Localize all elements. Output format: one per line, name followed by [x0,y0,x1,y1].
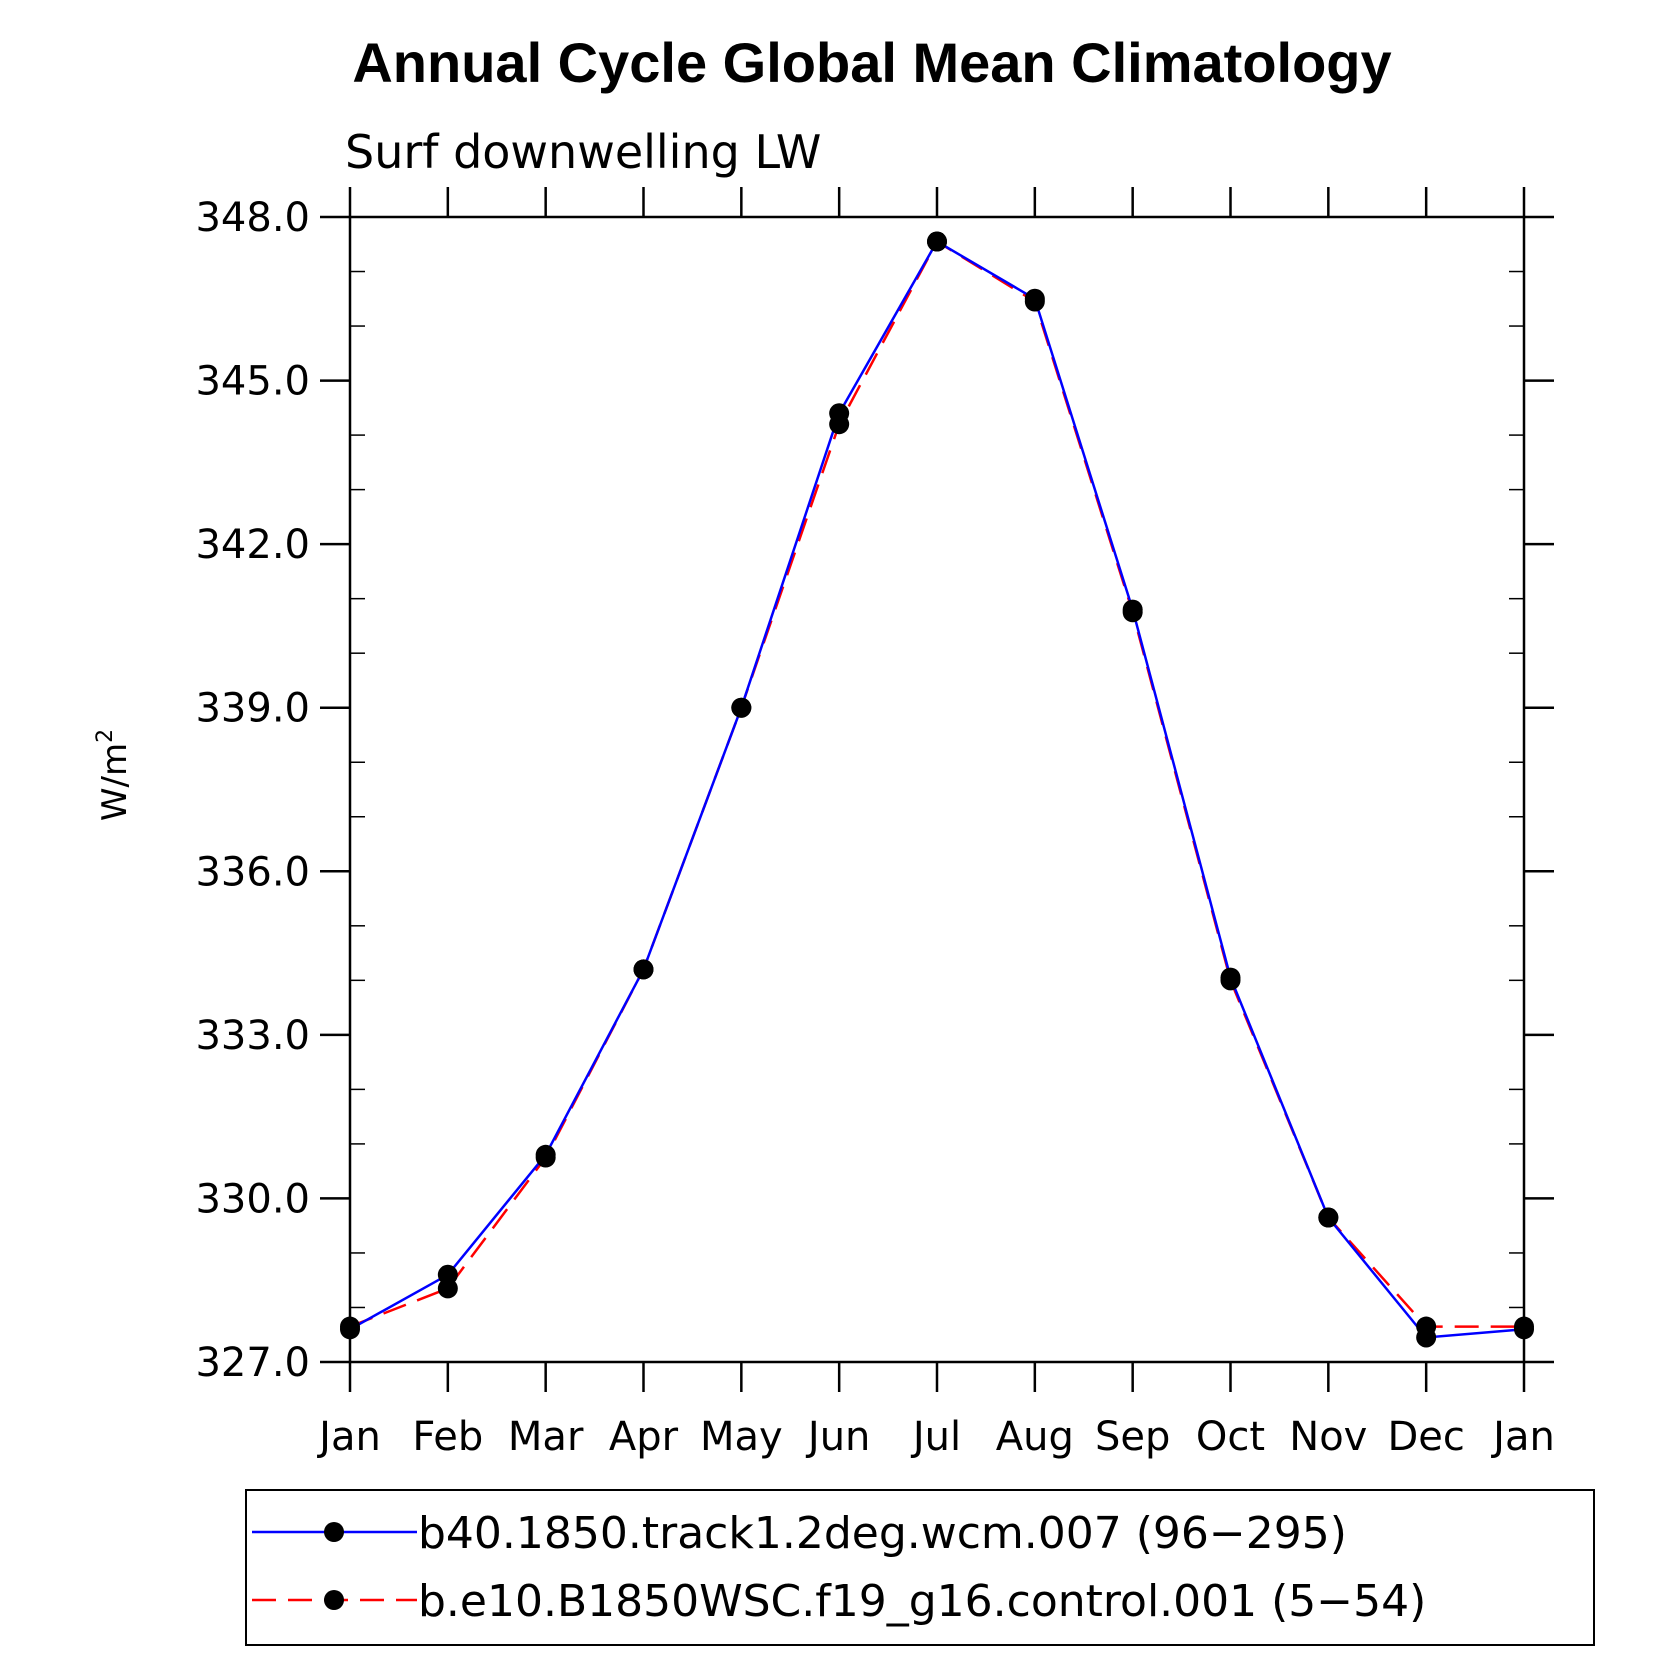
y-axis-label-text: W/m [95,743,135,821]
x-tick-label: Nov [1289,1414,1367,1460]
chart-subtitle: Surf downwelling LW [345,125,821,179]
data-point-series-2 [437,1278,458,1299]
x-tick-label: May [700,1414,783,1460]
chart-title: Annual Cycle Global Mean Climatology [352,31,1391,94]
plot-frame [348,215,1526,1364]
legend-marker-series-2 [324,1590,344,1610]
axes: 327.0 330.0 333.0 336.0 339.0 342.0 345.0 348.0… [195,187,1555,1460]
series-line-2 [349,239,1524,1328]
data-point-series-2 [340,1316,360,1337]
y-axis-label: W/m2 [93,729,135,821]
data-point-series-2 [633,959,654,980]
data-point-series-2 [731,697,752,718]
y-axis-label-superscript: 2 [93,729,118,743]
x-tick-label: Jul [910,1414,961,1460]
data-point-series-2 [1024,291,1045,312]
y-tick-label: 333.0 [195,1013,310,1059]
data-point-series-2 [1318,1207,1339,1228]
y-tick-label: 336.0 [195,849,310,895]
x-tick-label: Aug [996,1414,1074,1460]
data-point-series-2 [1416,1316,1437,1337]
x-tick-label: Sep [1095,1414,1170,1460]
x-tick-label: Dec [1387,1414,1464,1460]
x-tick-label: Jan [1490,1414,1555,1460]
legend-label-series-2: b.e10.B1850WSC.f19_g16.control.001 (5−54… [418,1576,1426,1627]
x-tick-label: Oct [1196,1414,1265,1460]
svg-text:W/m2: W/m2 [93,729,135,821]
x-tick-label: Mar [508,1414,584,1460]
x-tick-label: Jan [316,1414,381,1460]
x-tick-label: Jun [805,1414,871,1460]
x-tick-label: Apr [609,1414,679,1460]
legend-box [245,1489,1595,1646]
y-tick-label: 348.0 [195,195,310,241]
data-point-series-2 [1122,602,1143,623]
y-tick-label: 345.0 [195,359,310,405]
y-tick-label: 342.0 [195,522,310,568]
data-point-series-2 [1514,1316,1534,1337]
data-point-series-2 [927,231,947,252]
series-layer [340,231,1534,1348]
legend: b40.1850.track1.2deg.wcm.007 (96−295) b.… [245,1489,1595,1646]
y-tick-label: 330.0 [195,1176,310,1222]
data-point-series-2 [829,414,850,435]
legend-label-series-1: b40.1850.track1.2deg.wcm.007 (96−295) [418,1508,1347,1559]
y-tick-label: 327.0 [195,1340,310,1386]
y-tick-label: 339.0 [195,686,310,732]
series-line-1 [349,239,1525,1339]
data-point-series-2 [535,1147,556,1168]
legend-marker-series-1 [324,1522,344,1542]
data-point-series-2 [1220,970,1241,991]
x-tick-label: Feb [412,1414,483,1460]
